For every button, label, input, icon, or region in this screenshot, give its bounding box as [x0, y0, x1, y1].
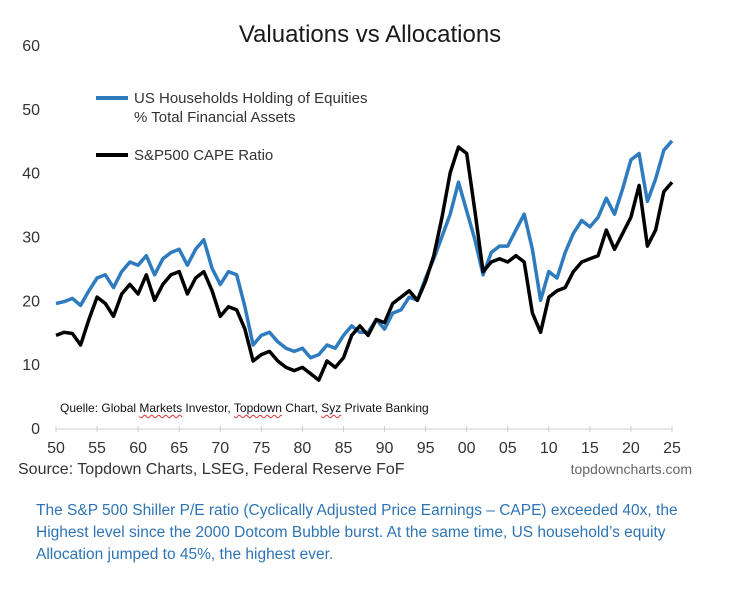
watermark: topdowncharts.com [571, 461, 692, 477]
series-line-household-equities [55, 139, 674, 360]
legend-label-equities-line1: US Households Holding of Equities [134, 90, 367, 107]
x-tick-label: 90 [376, 440, 394, 457]
x-tick-label: 60 [129, 440, 147, 457]
x-tick-label: 95 [417, 440, 435, 457]
y-tick-label: 40 [22, 166, 40, 183]
series-line-cape-ratio [55, 145, 674, 382]
x-tick-label: 50 [47, 440, 65, 457]
x-tick-label: 75 [252, 440, 270, 457]
y-tick-label: 20 [22, 293, 40, 310]
legend-label-cape: S&P500 CAPE Ratio [134, 147, 273, 164]
y-tick-label: 0 [31, 421, 40, 438]
quelle-prefix: Quelle: Global [60, 401, 140, 415]
quelle-mid2: Chart, [281, 401, 322, 415]
caption-text: The S&P 500 Shiller P/E ratio (Cyclicall… [36, 502, 678, 563]
x-tick-label: 65 [170, 440, 188, 457]
legend: US Households Holding of Equities % Tota… [96, 90, 367, 164]
series-layer [55, 139, 674, 382]
quelle-mid: Investor, [182, 401, 234, 415]
x-tick-label: 10 [540, 440, 558, 457]
y-axis: 0 10 20 30 40 50 60 [22, 38, 40, 438]
x-tick-label: 55 [88, 440, 106, 457]
x-tick-label: 85 [335, 440, 353, 457]
chart-title: Valuations vs Allocations [239, 21, 501, 48]
y-tick-label: 50 [22, 102, 40, 119]
x-tick-label: 20 [622, 440, 640, 457]
quelle-suffix: Private Banking [341, 401, 429, 415]
quelle-word-markets: Markets [139, 401, 183, 415]
x-axis: 50 55 60 65 70 75 80 85 90 95 00 05 10 15 20 25 [47, 426, 681, 457]
quelle-annotation: Quelle: Global Markets Investor, Topdown… [60, 401, 429, 415]
y-tick-label: 60 [22, 38, 40, 55]
x-tick-label: 25 [663, 440, 681, 457]
x-tick-label: 05 [499, 440, 517, 457]
y-tick-label: 10 [22, 357, 40, 374]
quelle-word-topdown: Topdown [233, 401, 282, 415]
chart: Valuations vs Allocations 0102030405060 … [18, 21, 692, 478]
x-tick-label: 80 [294, 440, 312, 457]
x-tick-label: 00 [458, 440, 476, 457]
x-tick-label: 70 [211, 440, 229, 457]
source-note: Source: Topdown Charts, LSEG, Federal Re… [18, 461, 405, 478]
quelle-word-syz: Syz [321, 401, 342, 415]
y-tick-label: 30 [22, 230, 40, 247]
x-tick-label: 15 [581, 440, 599, 457]
legend-label-equities-line2: % Total Financial Assets [134, 109, 295, 126]
